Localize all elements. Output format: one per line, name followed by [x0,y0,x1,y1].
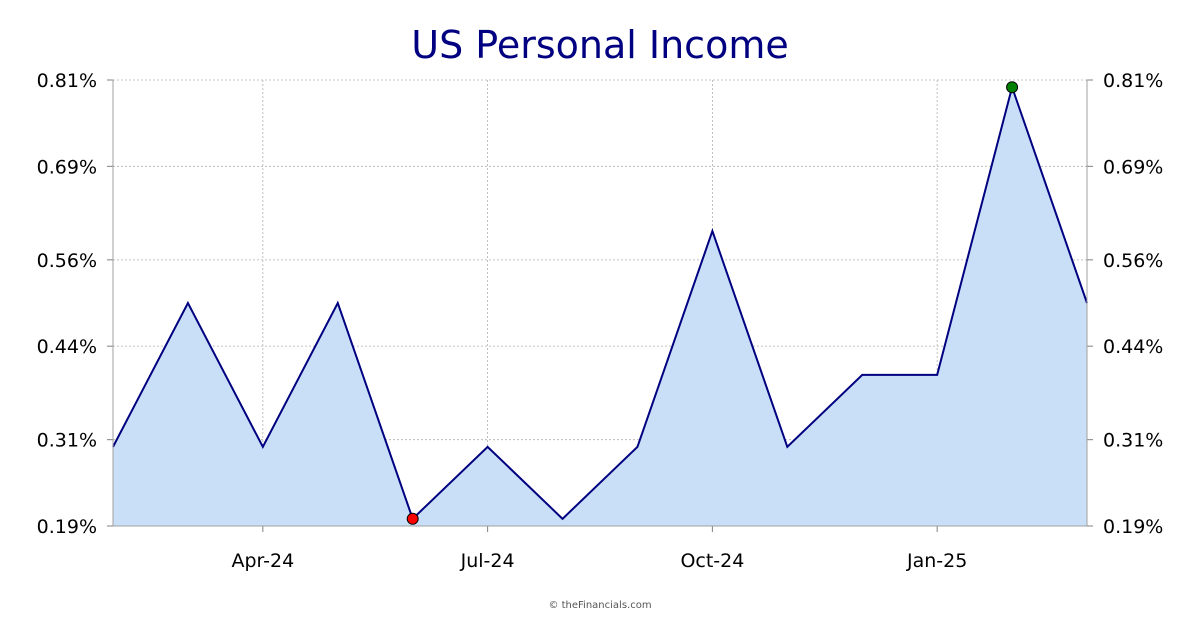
x-tick-label: Oct-24 [680,550,744,572]
y-tick-label-left: 0.19% [37,516,97,538]
y-tick-label-left: 0.69% [37,156,97,178]
y-tick-label-right: 0.81% [1103,70,1163,92]
series-line [112,83,1088,521]
x-tick-label: Jan-25 [906,550,967,572]
y-tick-label-left: 0.44% [37,336,97,358]
y-tick-label-right: 0.19% [1103,516,1163,538]
y-tick-label-right: 0.44% [1103,336,1163,358]
y-tick-label-right: 0.56% [1103,250,1163,272]
y-tick-label-left: 0.81% [37,70,97,92]
y-tick-label-right: 0.69% [1103,156,1163,178]
x-tick-label: Jul-24 [460,550,515,572]
chart-title: US Personal Income [411,23,788,67]
y-tick-label-right: 0.31% [1103,430,1163,452]
min-point-marker [406,512,419,525]
markers [406,81,1019,525]
tick-labels: 0.19% 0.19% 0.31% 0.31% 0.44% 0.44% 0.56% 0.56%… [37,70,1164,572]
max-point-marker [1006,81,1019,94]
credit-text: © theFinancials.com [548,600,651,611]
area-fill [113,87,1087,527]
axes [107,79,1093,532]
y-tick-label-left: 0.31% [37,430,97,452]
y-tick-label-left: 0.56% [37,250,97,272]
area-layer [112,83,1088,527]
x-tick-label: Apr-24 [232,550,295,572]
